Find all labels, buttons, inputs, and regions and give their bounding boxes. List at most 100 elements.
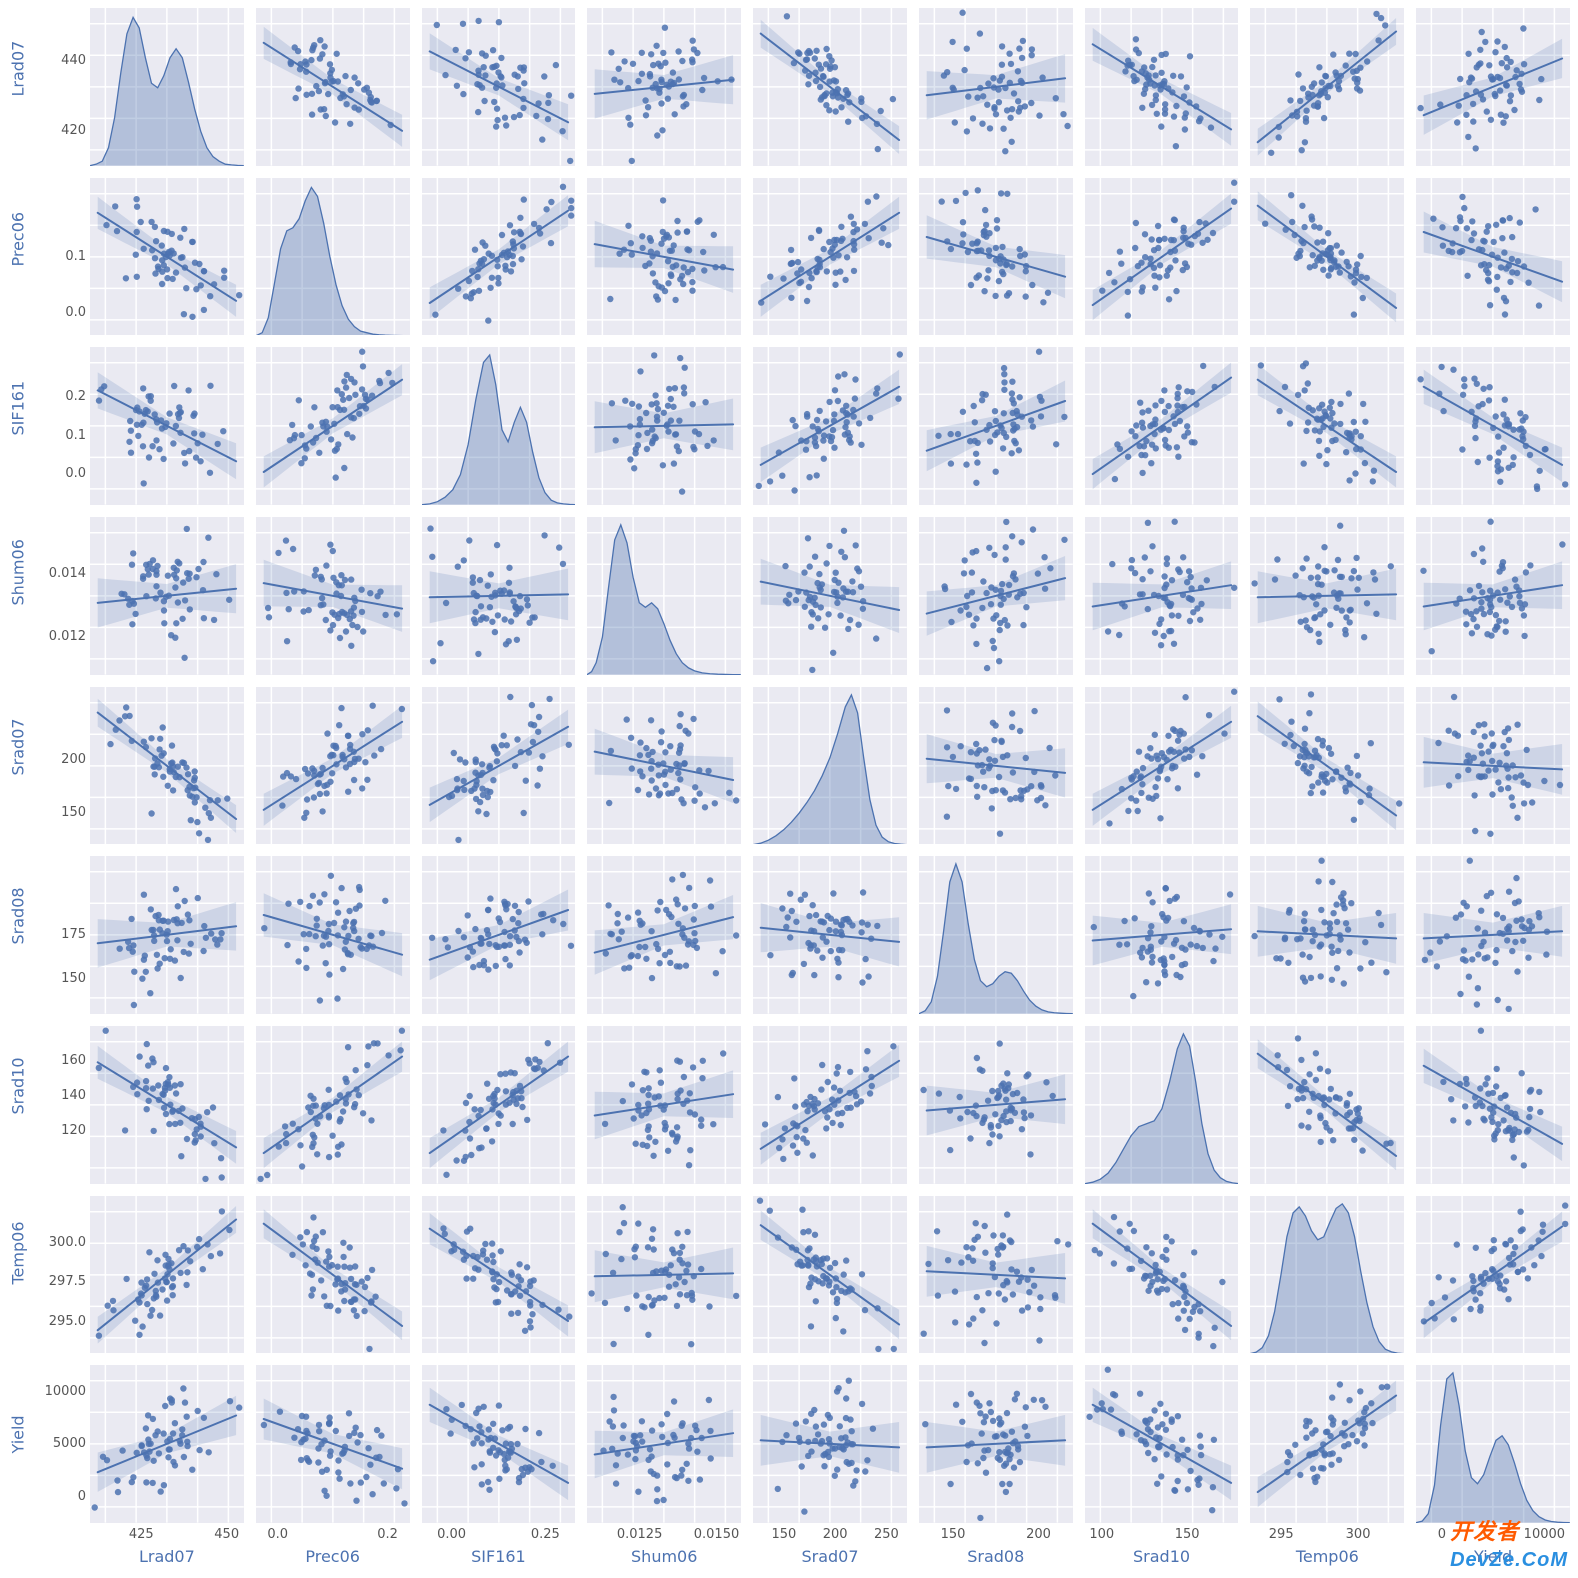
scatter-panel xyxy=(422,8,576,166)
scatter-panel xyxy=(1085,1196,1239,1354)
x-tick-label: 250 xyxy=(874,1527,899,1542)
scatter-panel xyxy=(919,1365,1073,1523)
kde-panel xyxy=(90,8,244,166)
scatter-panel xyxy=(1250,1365,1404,1523)
y-tick-label: 0 xyxy=(16,1489,86,1504)
scatter-panel xyxy=(422,1026,576,1184)
scatter-panel xyxy=(1416,347,1570,505)
scatter-panel xyxy=(1250,8,1404,166)
scatter-panel xyxy=(1085,1365,1239,1523)
x-tick-label: 295 xyxy=(1269,1527,1294,1542)
scatter-panel xyxy=(90,178,244,336)
scatter-panel xyxy=(587,347,741,505)
y-tick-label: 0.1 xyxy=(16,249,86,264)
scatter-panel xyxy=(919,687,1073,845)
x-tick-label: 150 xyxy=(1175,1527,1200,1542)
scatter-panel xyxy=(422,178,576,336)
scatter-panel xyxy=(753,856,907,1014)
y-tick-label: 0.0 xyxy=(16,305,86,320)
scatter-panel xyxy=(753,1365,907,1523)
col-label: Prec06 xyxy=(256,1547,410,1566)
kde-panel xyxy=(1085,1026,1239,1184)
kde-panel xyxy=(256,178,410,336)
scatter-panel xyxy=(1085,8,1239,166)
scatter-panel xyxy=(753,1196,907,1354)
y-tick-label: 0.0 xyxy=(16,466,86,481)
scatter-panel xyxy=(1085,517,1239,675)
x-tick-label: 0.00 xyxy=(437,1527,466,1542)
x-tick-label: 100 xyxy=(1089,1527,1114,1542)
scatter-panel xyxy=(90,347,244,505)
y-tick-label: 150 xyxy=(16,805,86,820)
col-label: SIF161 xyxy=(422,1547,576,1566)
scatter-panel xyxy=(422,1365,576,1523)
y-tick-label: 0.2 xyxy=(16,389,86,404)
x-tick-label: 150 xyxy=(941,1527,966,1542)
col-label: Temp06 xyxy=(1250,1547,1404,1566)
scatter-panel xyxy=(90,517,244,675)
scatter-panel xyxy=(753,517,907,675)
y-tick-label: 140 xyxy=(16,1088,86,1103)
scatter-panel xyxy=(422,1196,576,1354)
scatter-panel xyxy=(1250,178,1404,336)
scatter-panel xyxy=(1416,1196,1570,1354)
x-tick-label: 450 xyxy=(214,1527,239,1542)
scatter-panel xyxy=(753,8,907,166)
y-tick-label: 175 xyxy=(16,927,86,942)
scatter-panel xyxy=(256,856,410,1014)
kde-panel xyxy=(919,856,1073,1014)
scatter-panel xyxy=(587,8,741,166)
y-tick-label: 120 xyxy=(16,1123,86,1138)
scatter-panel xyxy=(919,178,1073,336)
x-tick-label: 425 xyxy=(129,1527,154,1542)
scatter-panel xyxy=(919,517,1073,675)
y-tick-label: 0.014 xyxy=(16,566,86,581)
scatter-panel xyxy=(90,1365,244,1523)
x-tick-label: 200 xyxy=(823,1527,848,1542)
scatter-panel xyxy=(90,1026,244,1184)
row-label: SIF161 xyxy=(9,416,28,436)
y-tick-label: 297.5 xyxy=(16,1274,86,1289)
col-label: Yield xyxy=(1416,1547,1570,1566)
scatter-panel xyxy=(256,347,410,505)
y-tick-label: 160 xyxy=(16,1053,86,1068)
scatter-panel xyxy=(1250,347,1404,505)
scatter-panel xyxy=(1250,517,1404,675)
col-label: Srad07 xyxy=(753,1547,907,1566)
scatter-panel xyxy=(919,1026,1073,1184)
scatter-panel xyxy=(587,1365,741,1523)
y-tick-label: 0.012 xyxy=(16,629,86,644)
y-tick-label: 0.1 xyxy=(16,428,86,443)
scatter-panel xyxy=(587,687,741,845)
y-tick-label: 300.0 xyxy=(16,1235,86,1250)
x-tick-label: 0.25 xyxy=(531,1527,560,1542)
scatter-panel xyxy=(587,1026,741,1184)
scatter-panel xyxy=(587,1196,741,1354)
y-tick-label: 295.0 xyxy=(16,1314,86,1329)
scatter-panel xyxy=(1416,178,1570,336)
pairplot-figure: 420440Lrad070.00.1Prec060.00.10.2SIF1610… xyxy=(0,0,1578,1578)
row-label: Lrad07 xyxy=(9,76,28,96)
scatter-panel xyxy=(422,517,576,675)
kde-panel xyxy=(1250,1196,1404,1354)
scatter-panel xyxy=(1250,1026,1404,1184)
x-tick-label: 300 xyxy=(1346,1527,1371,1542)
x-tick-label: 0.0 xyxy=(267,1527,288,1542)
scatter-panel xyxy=(587,856,741,1014)
scatter-panel xyxy=(256,1365,410,1523)
kde-panel xyxy=(753,687,907,845)
scatter-panel xyxy=(256,517,410,675)
scatter-panel xyxy=(422,687,576,845)
scatter-panel xyxy=(1416,856,1570,1014)
col-label: Shum06 xyxy=(587,1547,741,1566)
col-label: Srad08 xyxy=(919,1547,1073,1566)
scatter-panel xyxy=(587,178,741,336)
x-tick-label: 0.0150 xyxy=(694,1527,740,1542)
scatter-panel xyxy=(919,1196,1073,1354)
y-tick-label: 150 xyxy=(16,971,86,986)
scatter-panel xyxy=(256,1026,410,1184)
kde-panel xyxy=(422,347,576,505)
scatter-panel xyxy=(256,8,410,166)
y-tick-label: 5000 xyxy=(16,1436,86,1451)
scatter-panel xyxy=(1085,178,1239,336)
